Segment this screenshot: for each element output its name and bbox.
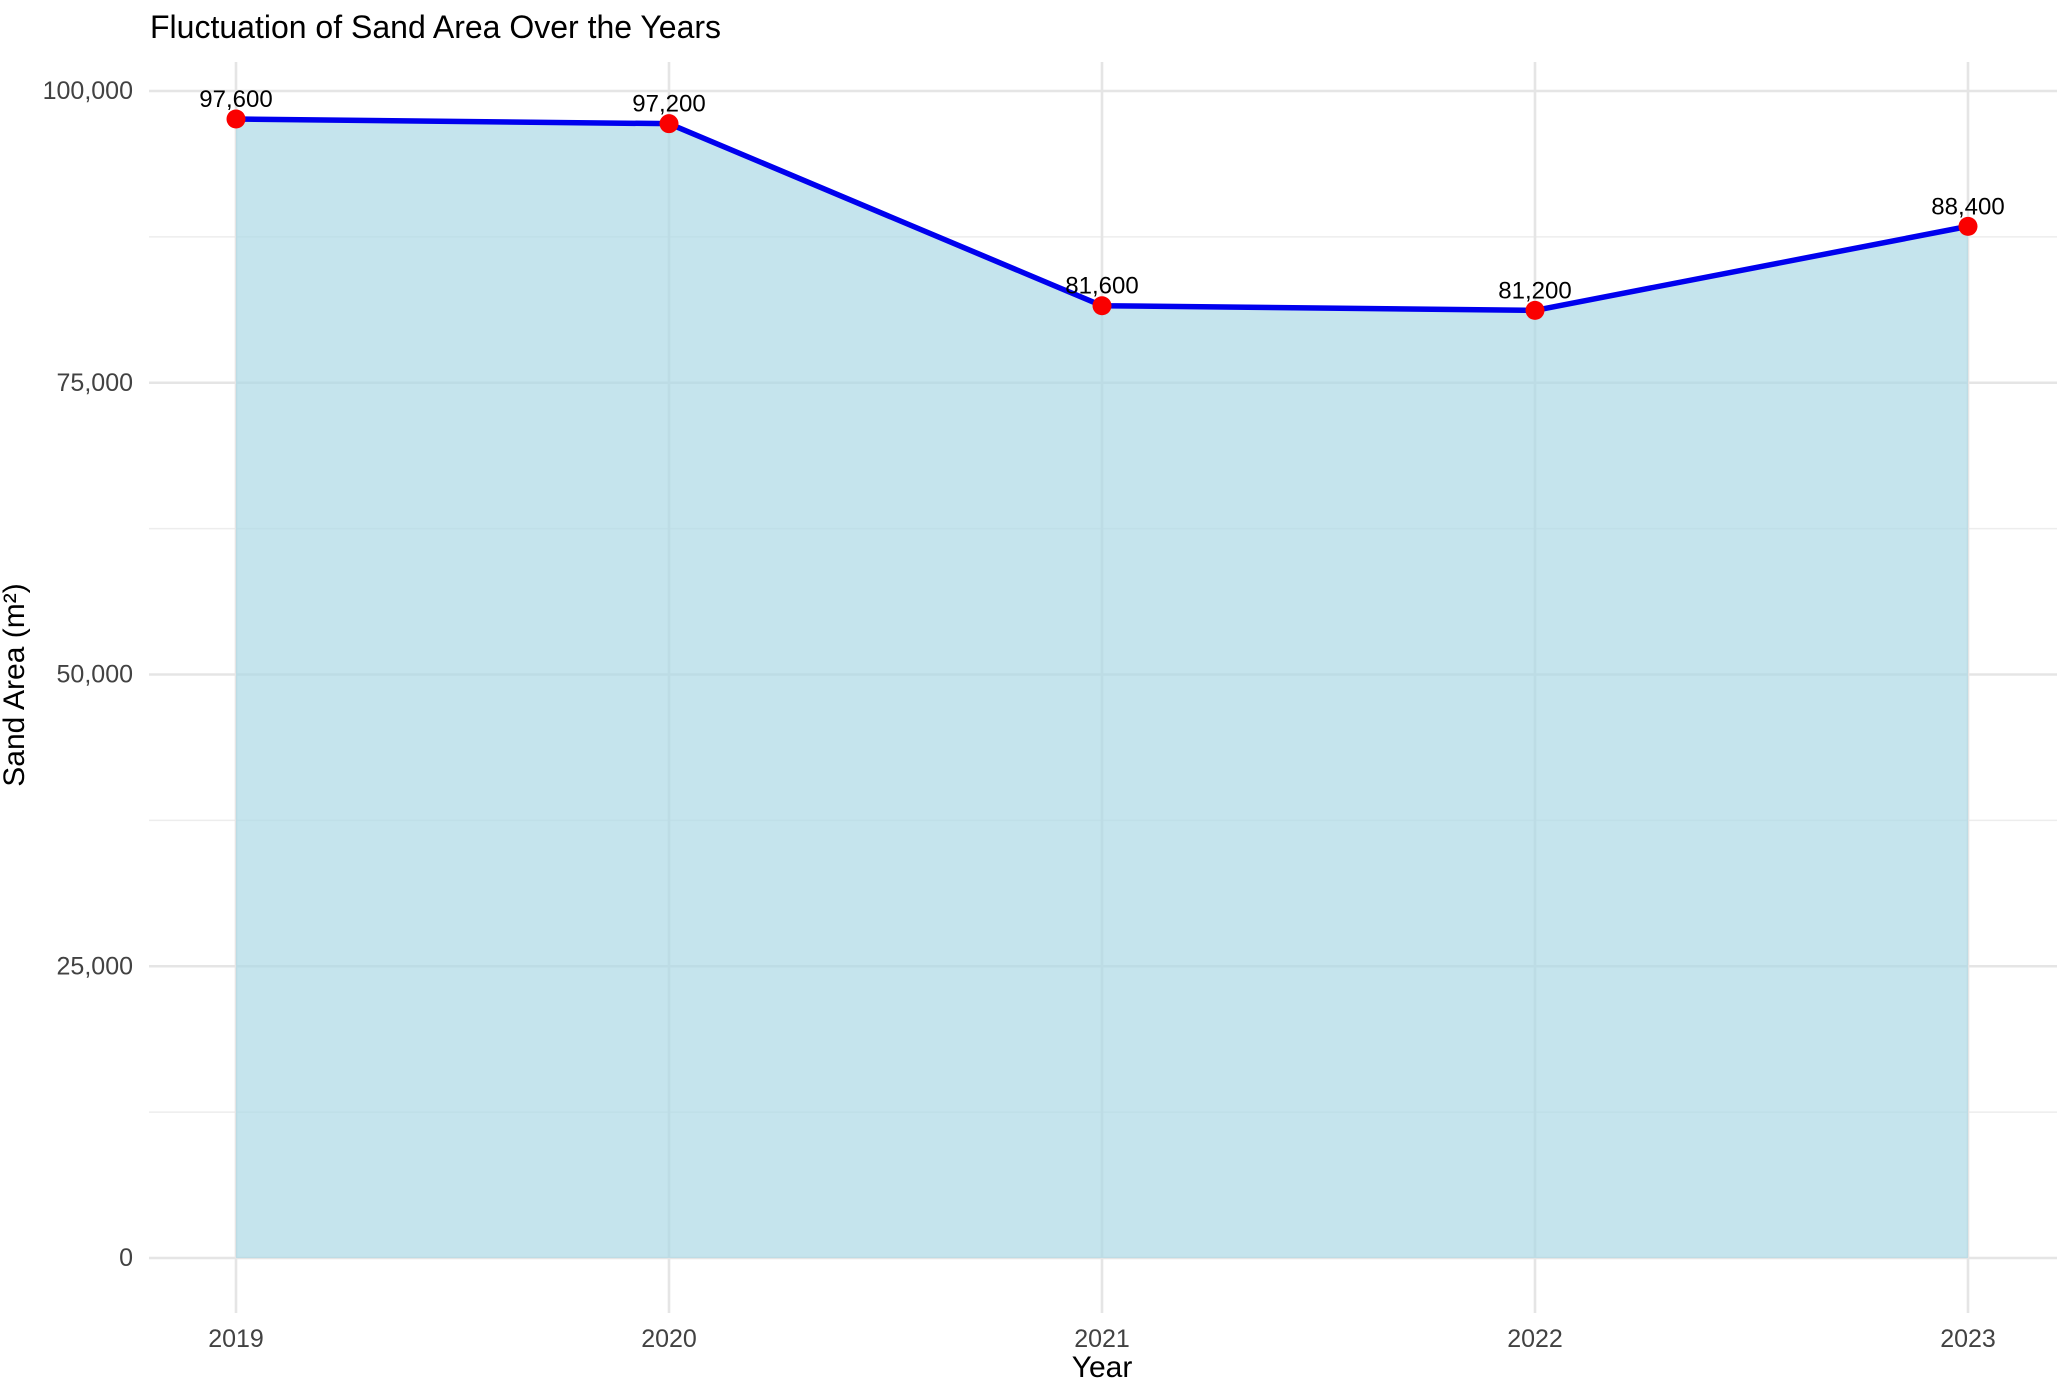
- x-tick-label: 2019: [208, 1325, 264, 1353]
- area-fill: [236, 119, 1968, 1258]
- y-axis-title: Sand Area (m²): [0, 583, 31, 786]
- data-point-label: 81,200: [1498, 277, 1571, 304]
- x-tick-label: 2021: [1074, 1325, 1130, 1353]
- area-series: [236, 119, 1968, 1258]
- data-point-label: 81,600: [1065, 273, 1138, 300]
- y-tick-label: 100,000: [43, 77, 133, 105]
- y-tick-label: 50,000: [57, 661, 133, 689]
- chart-title: Fluctuation of Sand Area Over the Years: [150, 9, 721, 45]
- data-point: [1958, 216, 1978, 236]
- x-tick-label: 2023: [1940, 1325, 1996, 1353]
- y-tick-label: 25,000: [57, 952, 133, 980]
- data-point-label: 97,200: [632, 91, 705, 118]
- data-point: [1525, 300, 1545, 320]
- y-tick-label: 0: [119, 1244, 133, 1272]
- x-tick-label: 2020: [641, 1325, 697, 1353]
- data-point-label: 88,400: [1931, 193, 2004, 220]
- data-point: [659, 114, 679, 134]
- data-point-labels: 97,600 97,200 81,600 81,200 88,400: [199, 86, 2004, 304]
- x-axis-title: Year: [1072, 1351, 1133, 1384]
- data-point-label: 97,600: [199, 86, 272, 113]
- chart-titles: Year Sand Area (m²) Fluctuation of Sand Ar…: [0, 9, 1132, 1384]
- data-points: [226, 109, 1978, 320]
- y-tick-label: 75,000: [57, 369, 133, 397]
- axis-labels: 0 25,000 50,000 75,000 100,000 2019 2020 2021 20…: [43, 77, 1996, 1353]
- data-point: [1092, 296, 1112, 316]
- x-tick-label: 2022: [1507, 1325, 1563, 1353]
- data-point: [226, 109, 246, 129]
